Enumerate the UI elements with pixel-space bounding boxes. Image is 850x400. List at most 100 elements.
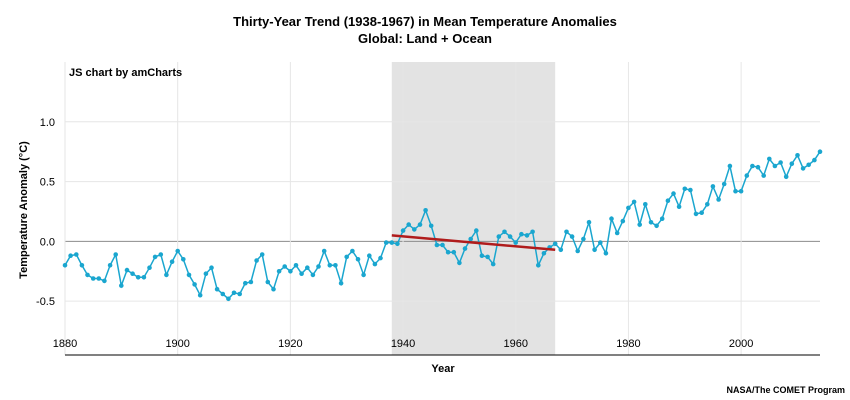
data-point[interactable] — [226, 296, 231, 302]
data-point[interactable] — [74, 252, 79, 257]
data-point[interactable] — [626, 205, 631, 211]
data-point[interactable] — [209, 265, 214, 271]
data-point[interactable] — [502, 229, 507, 235]
data-point[interactable] — [524, 233, 530, 238]
data-point[interactable] — [259, 252, 265, 257]
data-point[interactable] — [552, 241, 558, 247]
data-point[interactable] — [761, 173, 766, 178]
data-point[interactable] — [671, 191, 676, 196]
data-point[interactable] — [474, 228, 479, 233]
data-point[interactable] — [750, 163, 755, 169]
data-point[interactable] — [389, 240, 395, 245]
data-point[interactable] — [197, 292, 203, 298]
data-point[interactable] — [412, 227, 417, 232]
data-point[interactable] — [654, 223, 659, 229]
data-point[interactable] — [282, 264, 288, 269]
data-point[interactable] — [254, 258, 259, 263]
data-point[interactable] — [727, 163, 733, 169]
data-point[interactable] — [327, 263, 333, 268]
data-point[interactable] — [795, 153, 800, 158]
data-point[interactable] — [462, 246, 468, 251]
data-point[interactable] — [744, 173, 750, 178]
data-point[interactable] — [581, 236, 586, 242]
data-point[interactable] — [203, 271, 209, 277]
data-point[interactable] — [158, 252, 164, 257]
data-point[interactable] — [772, 163, 778, 169]
data-point[interactable] — [659, 216, 665, 221]
data-point[interactable] — [434, 242, 440, 248]
data-point[interactable] — [141, 275, 147, 280]
data-point[interactable] — [147, 265, 152, 271]
data-point[interactable] — [490, 261, 496, 267]
data-point[interactable] — [620, 218, 626, 224]
data-point[interactable] — [243, 280, 248, 286]
data-point[interactable] — [378, 255, 383, 261]
data-point[interactable] — [682, 186, 688, 192]
data-point[interactable] — [113, 252, 118, 257]
data-point[interactable] — [575, 248, 580, 254]
data-point[interactable] — [738, 188, 744, 194]
data-point[interactable] — [603, 251, 609, 256]
data-point[interactable] — [428, 223, 434, 229]
data-point[interactable] — [164, 272, 169, 278]
data-point[interactable] — [648, 220, 654, 225]
data-point[interactable] — [569, 234, 575, 239]
data-point[interactable] — [124, 267, 130, 273]
data-point[interactable] — [406, 222, 412, 227]
data-point[interactable] — [237, 291, 242, 297]
data-point[interactable] — [231, 290, 237, 296]
data-point[interactable] — [507, 234, 513, 239]
data-point[interactable] — [383, 240, 389, 245]
data-point[interactable] — [293, 263, 299, 268]
data-point[interactable] — [519, 231, 524, 237]
data-point[interactable] — [400, 228, 406, 233]
data-point[interactable] — [333, 263, 338, 268]
data-point[interactable] — [789, 161, 795, 166]
amcharts-credit[interactable]: JS chart by amCharts — [69, 67, 182, 79]
data-point[interactable] — [96, 276, 102, 281]
data-point[interactable] — [631, 199, 637, 205]
data-point[interactable] — [248, 279, 254, 285]
data-point[interactable] — [169, 259, 175, 265]
data-point[interactable] — [710, 184, 716, 189]
data-point[interactable] — [716, 197, 721, 202]
data-point[interactable] — [423, 208, 428, 213]
data-point[interactable] — [62, 263, 68, 268]
data-point[interactable] — [643, 202, 648, 207]
data-point[interactable] — [485, 254, 490, 260]
data-point[interactable] — [214, 286, 220, 292]
data-point[interactable] — [676, 204, 682, 209]
data-point[interactable] — [90, 276, 96, 281]
data-point[interactable] — [175, 248, 180, 254]
data-point[interactable] — [321, 248, 327, 254]
data-point[interactable] — [541, 251, 547, 256]
data-point[interactable] — [817, 149, 823, 154]
data-point[interactable] — [192, 282, 197, 287]
data-point[interactable] — [220, 291, 226, 297]
data-point[interactable] — [705, 202, 710, 207]
data-point[interactable] — [451, 249, 457, 255]
data-point[interactable] — [186, 272, 192, 278]
data-point[interactable] — [85, 272, 90, 278]
data-point[interactable] — [767, 156, 772, 162]
data-point[interactable] — [783, 174, 789, 180]
data-point[interactable] — [755, 164, 761, 170]
data-point[interactable] — [350, 248, 355, 254]
data-point[interactable] — [693, 211, 699, 217]
data-point[interactable] — [800, 166, 806, 171]
data-point[interactable] — [592, 247, 597, 253]
data-point[interactable] — [778, 160, 783, 165]
data-point[interactable] — [372, 261, 378, 267]
data-point[interactable] — [699, 210, 704, 215]
data-point[interactable] — [417, 222, 423, 227]
data-point[interactable] — [479, 253, 485, 258]
data-point[interactable] — [665, 198, 671, 203]
data-point[interactable] — [119, 283, 124, 288]
data-point[interactable] — [513, 240, 518, 245]
data-point[interactable] — [733, 188, 738, 194]
data-point[interactable] — [316, 264, 321, 269]
data-point[interactable] — [135, 275, 141, 280]
data-point[interactable] — [536, 263, 541, 268]
data-point[interactable] — [305, 265, 310, 271]
data-point[interactable] — [812, 157, 817, 163]
